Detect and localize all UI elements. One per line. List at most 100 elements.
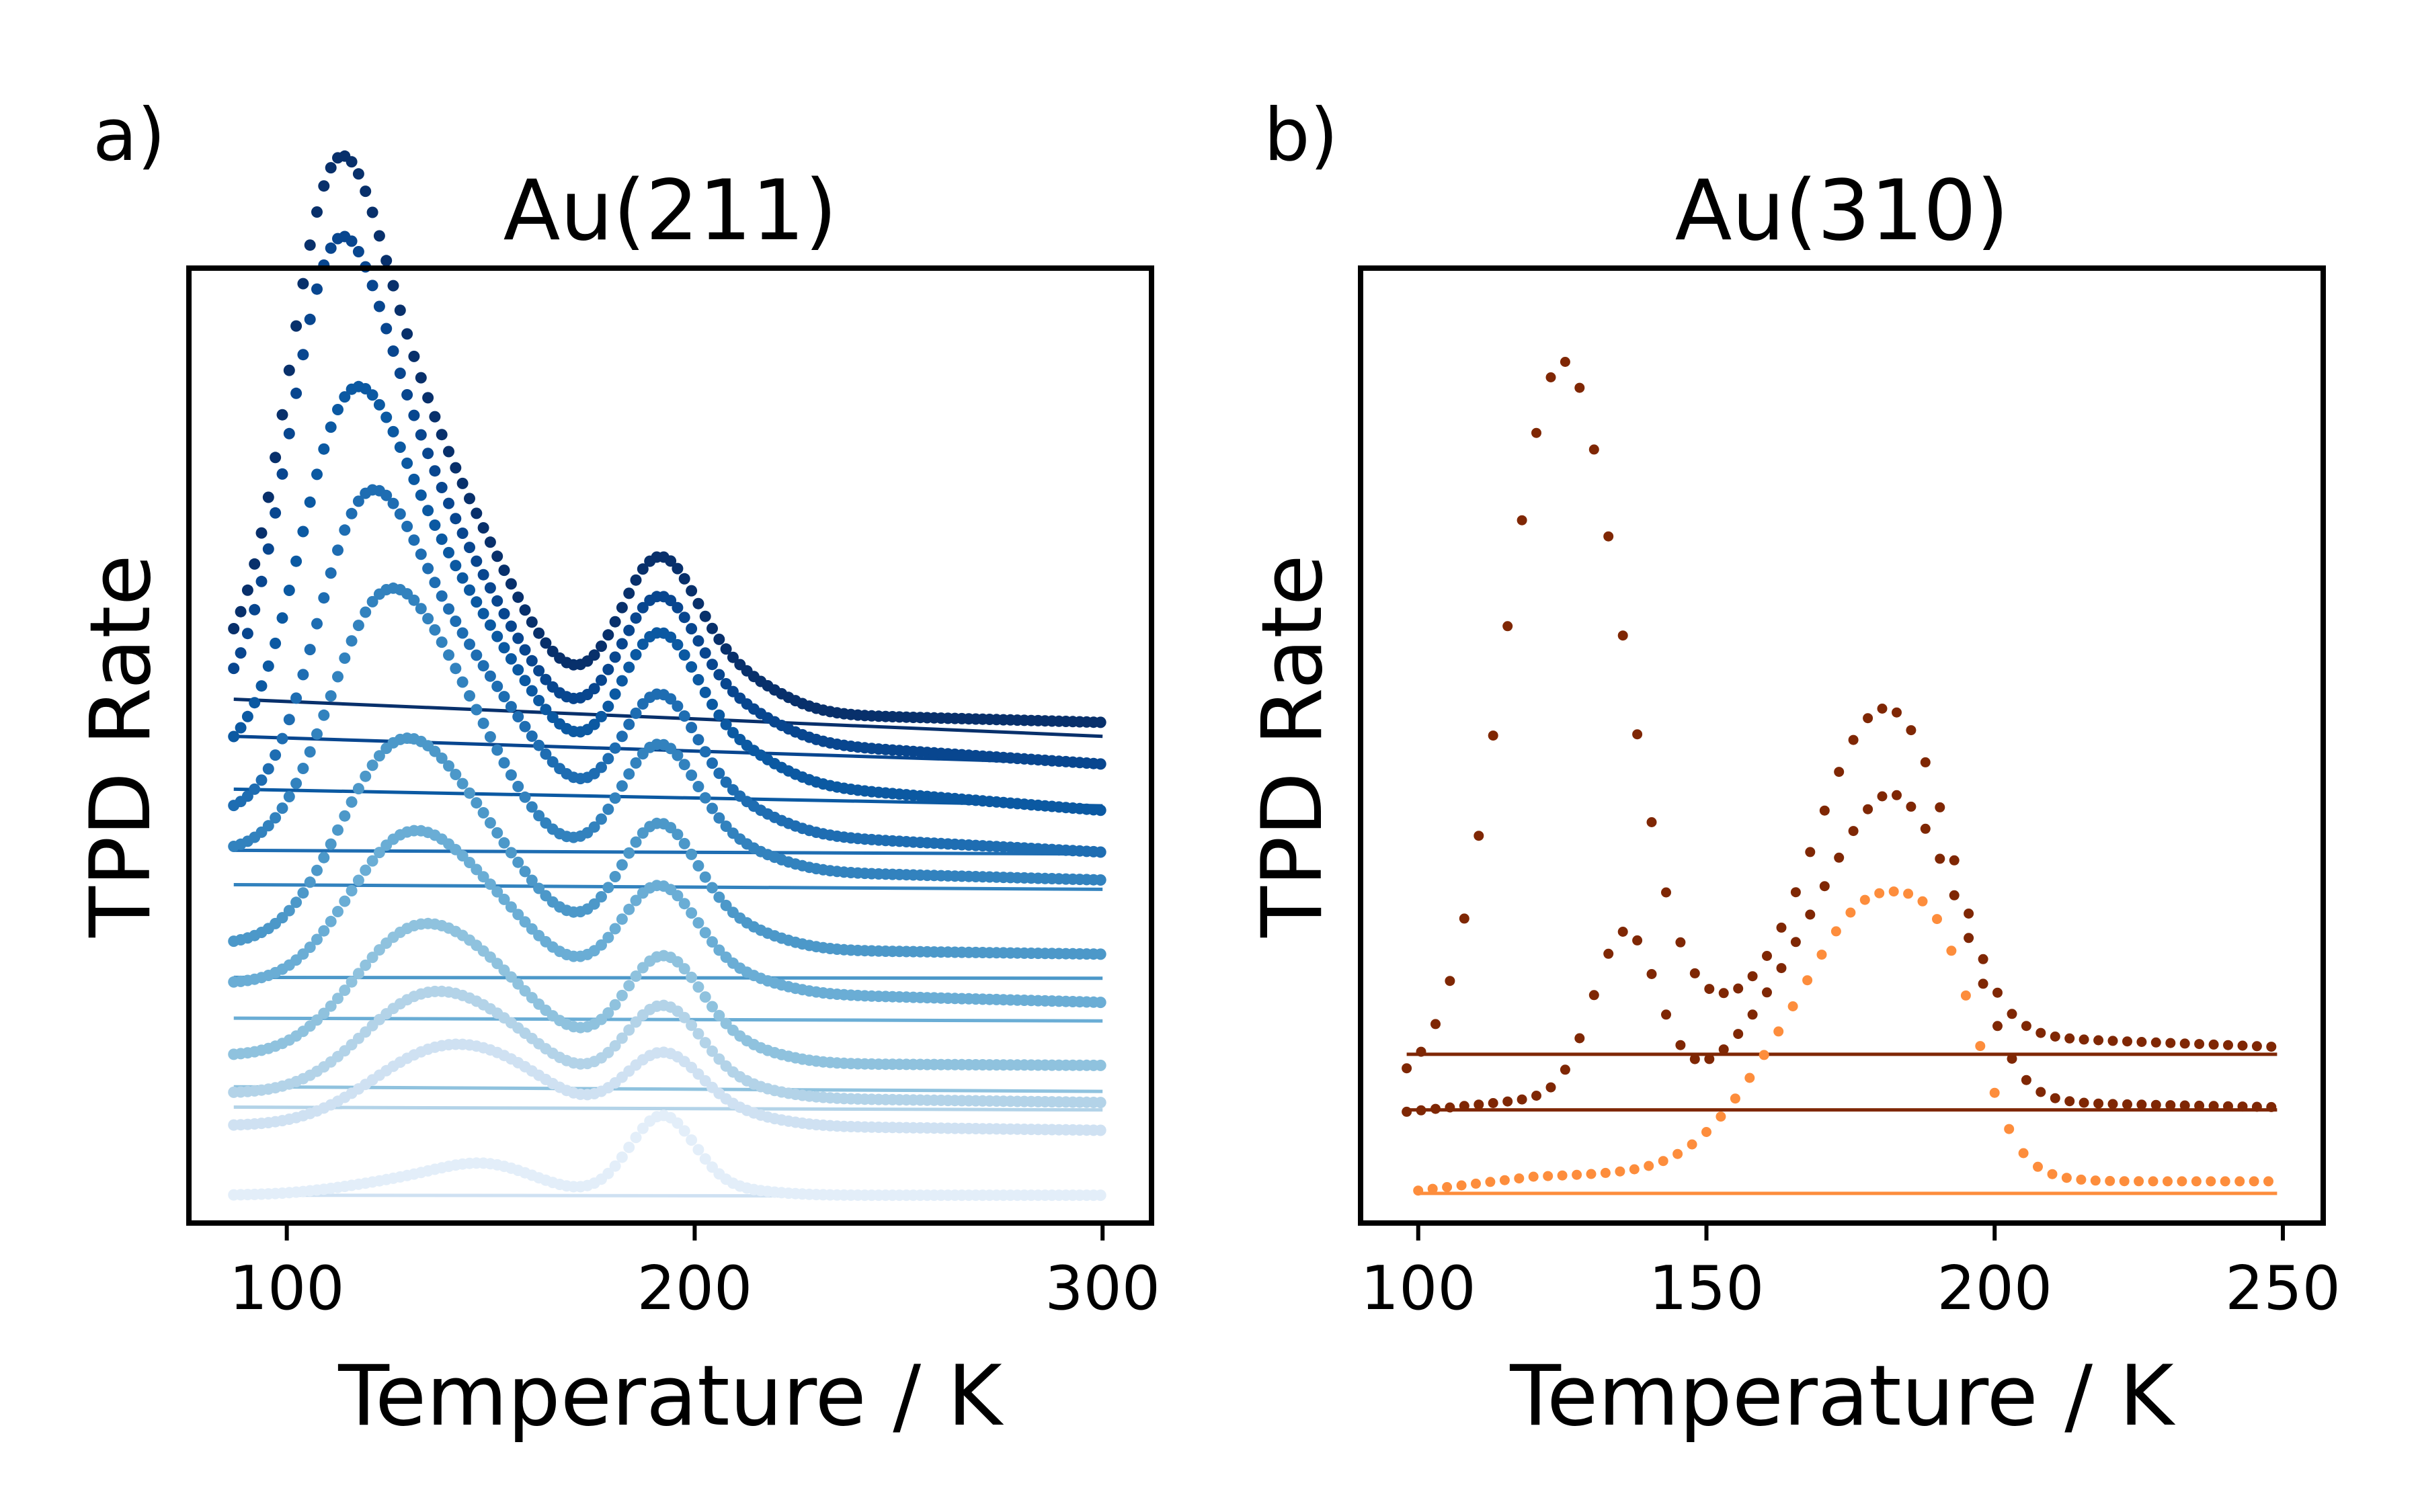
- panel-b-series-1-point: [1545, 372, 1556, 382]
- panel-b-xtick-label: 250: [2225, 1253, 2341, 1324]
- panel-a-series-11-point: [623, 1141, 635, 1153]
- panel-b-xtick-label: 100: [1361, 1253, 1476, 1324]
- panel-a-series-4-point: [623, 718, 635, 730]
- panel-a-series-1-point: [270, 452, 282, 464]
- panel-b-series-3-point: [1787, 1001, 1798, 1011]
- panel-b-series-1-point: [1805, 847, 1816, 857]
- panel-b-series-2-point: [2122, 1099, 2132, 1109]
- panel-b-series-2-point: [1646, 969, 1657, 979]
- panel-a-series-7-point: [373, 847, 385, 859]
- panel-a-series-4-point: [408, 534, 420, 546]
- panel-a-series-3-point: [498, 642, 510, 654]
- panel-a-series-5-point: [352, 620, 364, 632]
- panel-b-series-3-point: [1960, 990, 1971, 1001]
- panel-b-series-3-point: [2163, 1176, 2173, 1187]
- panel-a-series-5-point: [276, 802, 288, 814]
- panel-a-series-5-point: [450, 663, 462, 675]
- panel-a-series-4-point: [498, 691, 510, 703]
- panel-b-series-2-point: [1863, 804, 1873, 814]
- panel-a-series-1-point: [519, 604, 531, 616]
- panel-b-series-2-point: [1675, 1040, 1686, 1050]
- panel-b-x-axis: 100 150 200 250: [1361, 1223, 2341, 1324]
- panel-a-series-4-point: [602, 753, 614, 765]
- panel-a-series-5-point: [512, 780, 524, 792]
- panel-b: b) Au(310) TPD Rate Temperature / K 100 1…: [1244, 93, 2341, 1445]
- panel-b-series-1-point: [1416, 1046, 1426, 1057]
- panel-a-series-6-point: [498, 837, 510, 849]
- panel-b-series-1-point: [2237, 1040, 2248, 1051]
- panel-b-series-2-point: [1445, 1102, 1455, 1113]
- panel-b-series-2-point: [1935, 853, 1945, 864]
- panel-a-series-7-point: [346, 885, 358, 896]
- panel-b-series-2-point: [2194, 1100, 2205, 1111]
- panel-a-series-4-point: [713, 767, 725, 780]
- panel-a-series-9-point: [713, 1053, 725, 1065]
- panel-b-series-1-point: [1502, 621, 1513, 632]
- panel-a-series-3-point: [1094, 804, 1106, 816]
- panel-a-series-3-point: [394, 442, 406, 453]
- panel-a-series-1-point: [464, 493, 475, 505]
- panel-a-series-3: [228, 380, 1106, 816]
- panel-b-series-1-point: [1704, 984, 1715, 995]
- panel-a-series-5-point: [456, 676, 469, 688]
- panel-a-baseline-7: [233, 1016, 1103, 1023]
- panel-b-series-3-point: [1586, 1169, 1597, 1179]
- panel-b-series-2-point: [2079, 1097, 2089, 1108]
- panel-b-xlabel: Temperature / K: [1509, 1348, 2175, 1445]
- panel-b-series-1-point: [1430, 1019, 1441, 1030]
- panel-a-series-1-point: [241, 584, 253, 596]
- panel-b-series-3-point: [2033, 1161, 2043, 1172]
- panel-b-series-1-point: [1402, 1063, 1412, 1074]
- panel-a-series-8-point: [505, 971, 517, 983]
- panel-a-baseline-1: [233, 698, 1103, 739]
- panel-a-series-8-point: [699, 991, 711, 1003]
- panel-a-series-3-point: [686, 661, 698, 673]
- panel-b-series-2-point: [2021, 1075, 2031, 1085]
- panel-a-series-5-point: [297, 763, 309, 774]
- panel-a-series-1: [228, 150, 1106, 728]
- panel-a-series-4-point: [241, 790, 253, 802]
- panel-b-series-3-point: [1557, 1170, 1568, 1181]
- panel-b-series-1-point: [1920, 757, 1931, 767]
- panel-a-series-2-point: [408, 409, 420, 421]
- panel-a-series-2-point: [672, 601, 684, 614]
- panel-a-series-2-point: [366, 280, 378, 292]
- panel-b-series-2-point: [1978, 978, 1988, 989]
- panel-a-series-6-point: [484, 817, 496, 829]
- panel-a-series-1-point: [352, 168, 364, 180]
- panel-a-series-6-point: [692, 859, 704, 872]
- panel-a-series-2-point: [588, 683, 600, 695]
- panel-b-series-2-point: [1964, 933, 1974, 943]
- panel-a-series-3-point: [443, 546, 454, 558]
- panel-a-series-1-point: [665, 555, 677, 567]
- panel-a-series-3-point: [228, 730, 240, 743]
- panel-a-series-4-point: [276, 732, 288, 745]
- panel-a-series-4-point: [471, 649, 483, 661]
- panel-a-series-2-point: [1094, 758, 1106, 770]
- panel-a-series-3-point: [623, 661, 635, 673]
- panel-a-series-5: [228, 582, 1106, 886]
- panel-b-series-1-point: [1949, 855, 1960, 866]
- panel-a-series-4-point: [678, 710, 690, 722]
- panel-b-series-1-point: [1689, 968, 1700, 978]
- panel-a-series-1-point: [526, 616, 538, 628]
- panel-a-series-7-point: [471, 864, 483, 876]
- panel-a-series-4-point: [436, 590, 448, 602]
- panel-b-series-2-point: [1560, 1064, 1570, 1075]
- panel-a-series-5-point: [526, 801, 538, 813]
- panel-b-series-1-point: [2021, 1021, 2031, 1032]
- panel-a-series-8-point: [366, 952, 378, 964]
- panel-a-series-3-point: [270, 637, 282, 649]
- panel-a-series-3-point: [713, 709, 725, 721]
- panel-a-series-4-point: [491, 680, 503, 692]
- panel-a-series-11-point: [609, 1160, 621, 1172]
- panel-a-series-4: [228, 484, 1106, 858]
- panel-a-series-5-point: [346, 635, 358, 647]
- panel-a-series-8-point: [346, 976, 358, 988]
- panel-a-series-7-point: [699, 927, 711, 939]
- panel-b-series-3-point: [1672, 1148, 1683, 1159]
- panel-b-series-3-point: [2105, 1175, 2115, 1186]
- panel-a-series-6: [228, 732, 1106, 960]
- panel-b-series-1-point: [2093, 1035, 2104, 1046]
- panel-b-series-1-point: [1776, 922, 1787, 933]
